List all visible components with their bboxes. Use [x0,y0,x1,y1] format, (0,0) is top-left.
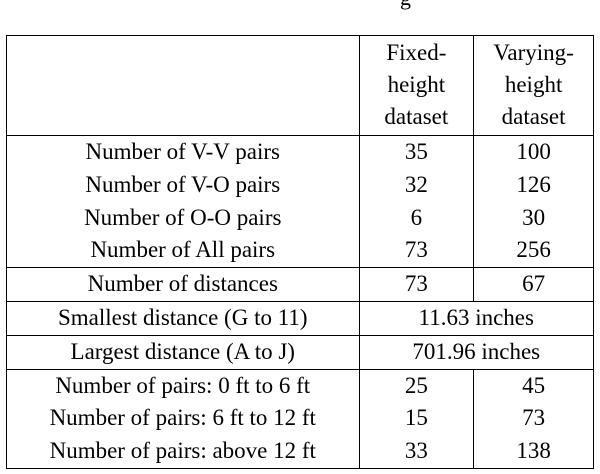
row-label: Number of O-O pairs [6,201,360,235]
table-row-oo-pairs: Number of O-O pairs 6 30 [6,201,594,235]
table-row-6-to-12-ft: Number of pairs: 6 ft to 12 ft 15 73 [6,402,594,436]
fixed-value: 25 [358,368,475,403]
header-fixed-line-3: dataset [384,104,449,129]
varying-value: 67 [473,267,594,302]
header-varying-line-1: Varying- [493,40,574,65]
table-row-vv-pairs: Number of V-V pairs 35 100 [6,134,594,169]
merged-value: 701.96 inches [358,334,594,370]
header-varying-line-2: height [504,72,563,97]
row-label: Number of pairs: above 12 ft [6,435,360,469]
header-fixed-line-2: height [387,72,446,97]
row-label: Number of distances [6,267,360,302]
header-fixed-height: Fixed- height dataset [358,35,475,136]
fixed-value: 73 [358,267,475,302]
table-row-vo-pairs: Number of V-O pairs 32 126 [6,168,594,202]
row-label: Number of All pairs [6,234,360,268]
varying-value: 30 [473,201,594,235]
row-label: Number of V-V pairs [6,134,360,169]
header-varying-height: Varying- height dataset [473,35,594,136]
table-row-above-12-ft: Number of pairs: above 12 ft 33 138 [6,435,594,469]
varying-value: 100 [473,134,594,169]
header-row: Fixed- height dataset Varying- height da… [6,35,594,136]
table-row-smallest-distance: Smallest distance (G to 11) 11.63 inches [6,300,594,336]
table-row-0-to-6-ft: Number of pairs: 0 ft to 6 ft 25 45 [6,368,594,403]
row-label: Smallest distance (G to 11) [6,300,360,336]
merged-value: 11.63 inches [358,300,594,336]
table-row-largest-distance: Largest distance (A to J) 701.96 inches [6,334,594,370]
varying-value: 126 [473,168,594,202]
varying-value: 73 [473,402,594,436]
header-fixed-line-1: Fixed- [386,40,447,65]
row-label: Number of V-O pairs [6,168,360,202]
row-label: Largest distance (A to J) [6,334,360,370]
fixed-value: 32 [358,168,475,202]
header-varying-line-3: dataset [501,104,566,129]
fixed-value: 33 [358,435,475,469]
row-label: Number of pairs: 0 ft to 6 ft [6,368,360,403]
header-empty-cell [6,35,360,136]
row-label: Number of pairs: 6 ft to 12 ft [6,402,360,436]
fixed-value: 73 [358,234,475,268]
table-row-distances: Number of distances 73 67 [6,267,594,302]
fixed-value: 35 [358,134,475,169]
varying-value: 45 [473,368,594,403]
varying-value: 138 [473,435,594,469]
fixed-value: 15 [358,402,475,436]
table-row-all-pairs: Number of All pairs 73 256 [6,234,594,268]
dataset-statistics-table: Fixed- height dataset Varying- height da… [6,35,594,469]
varying-value: 256 [473,234,594,268]
fixed-value: 6 [358,201,475,235]
caption-fragment: g [400,0,480,10]
